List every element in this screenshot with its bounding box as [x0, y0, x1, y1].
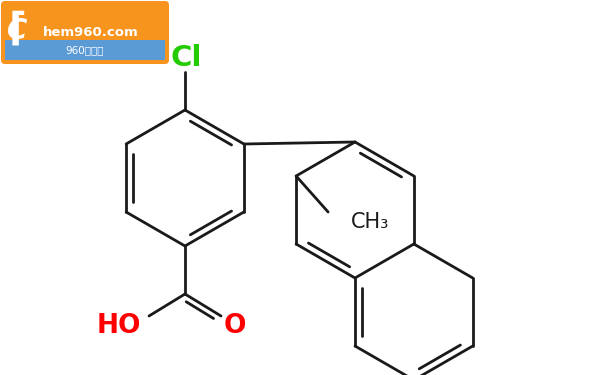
Text: ⌈: ⌈ [9, 10, 27, 48]
Text: O: O [224, 313, 246, 339]
Text: Cl: Cl [170, 44, 201, 72]
Text: HO: HO [97, 313, 141, 339]
Text: 960化工网: 960化工网 [66, 45, 104, 55]
Text: hem960.com: hem960.com [43, 26, 139, 39]
Text: C: C [7, 17, 27, 45]
FancyBboxPatch shape [1, 1, 169, 64]
Text: CH₃: CH₃ [351, 212, 389, 232]
Bar [5, 40, 165, 60]
